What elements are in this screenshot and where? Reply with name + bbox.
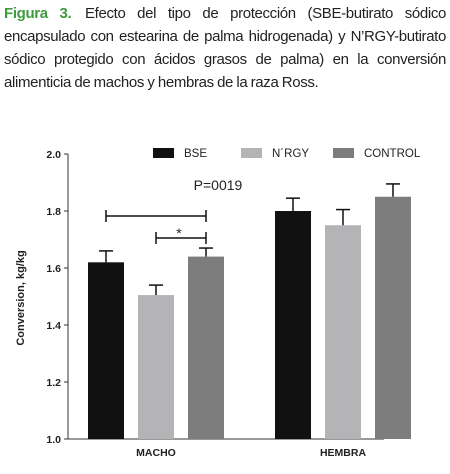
p-value-annotation: P=0019 xyxy=(194,177,243,193)
bar-macho-2 xyxy=(188,256,224,439)
chart-legend: BSE N´RGY CONTROL xyxy=(153,148,421,160)
legend-label-0: BSE xyxy=(184,148,207,160)
y-tick-label: 2.0 xyxy=(46,149,61,161)
legend-label-1: N´RGY xyxy=(272,148,309,160)
legend-swatch-1 xyxy=(241,148,262,158)
bar-hembra-1 xyxy=(325,225,361,439)
bar-hembra-0 xyxy=(275,211,311,439)
x-tick-label: MACHO xyxy=(136,447,176,459)
y-tick-label: 1.4 xyxy=(46,320,61,332)
y-tick-label: 1.2 xyxy=(46,377,61,389)
caption-text: Efecto del tipo de protección (SBE-butir… xyxy=(4,5,446,91)
y-tick-label: 1.0 xyxy=(46,434,61,446)
significance-star: * xyxy=(176,225,182,241)
bar-macho-0 xyxy=(88,262,124,439)
legend-label-2: CONTROL xyxy=(364,148,421,160)
chart-bars xyxy=(88,183,411,439)
figure-label: Figura 3. xyxy=(4,5,72,22)
legend-swatch-2 xyxy=(333,148,354,158)
legend-swatch-0 xyxy=(153,148,174,158)
y-tick-label: 1.6 xyxy=(46,263,61,275)
y-axis-label: Conversion, kg/kg xyxy=(15,250,27,345)
y-tick-label: 1.8 xyxy=(46,206,61,218)
figure-caption: Figura 3. Efecto del tipo de protección … xyxy=(4,2,446,94)
bar-hembra-2 xyxy=(375,196,411,439)
x-tick-label: HEMBRA xyxy=(320,447,366,459)
bar-macho-1 xyxy=(138,295,174,439)
